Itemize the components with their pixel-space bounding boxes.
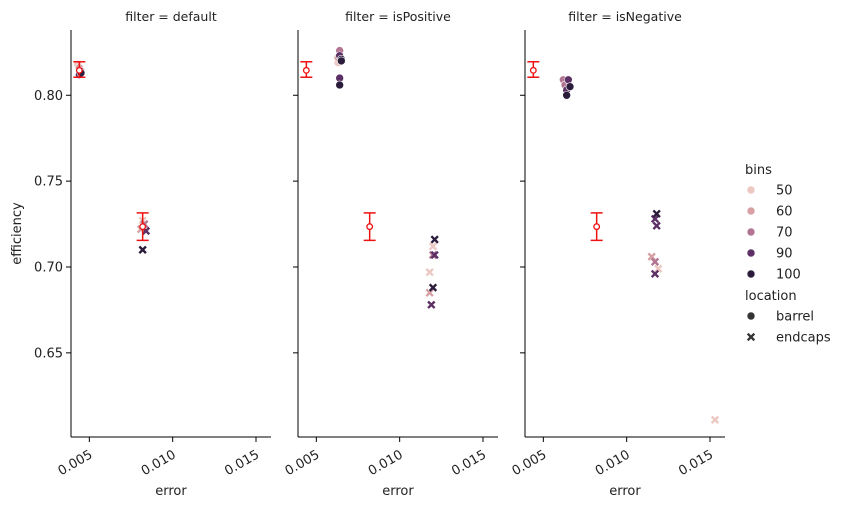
data-point-endcaps <box>425 288 434 297</box>
data-point-barrel <box>335 80 344 90</box>
x-axis-title: error <box>155 484 187 499</box>
x-tick-label: 0.015 <box>676 447 716 479</box>
y-tick-label: 0.65 <box>34 346 63 361</box>
x-tick-label: 0.010 <box>366 447 406 479</box>
legend-label: 70 <box>776 226 793 241</box>
x-axis-title: error <box>609 484 641 499</box>
data-point-endcaps <box>430 250 439 260</box>
data-point-endcaps <box>710 415 720 424</box>
reference-errorbar <box>590 212 603 242</box>
data-point-barrel <box>562 90 571 100</box>
x-tick-label: 0.005 <box>56 447 96 479</box>
legend-marker <box>746 248 756 258</box>
x-tick-label: 0.005 <box>510 447 550 479</box>
y-tick-label: 0.70 <box>34 260 63 275</box>
x-tick-label: 0.010 <box>139 447 179 479</box>
legend-marker <box>746 269 756 279</box>
errorbar-center-marker <box>529 66 537 74</box>
legend-item: 60 <box>746 205 793 220</box>
data-point-endcaps <box>650 214 660 224</box>
data-point-endcaps <box>428 283 438 292</box>
data-point-endcaps <box>650 257 660 266</box>
y-tick-label: 0.80 <box>34 89 63 104</box>
reference-errorbar <box>300 61 313 78</box>
data-point-endcaps <box>652 209 661 218</box>
y-tick-label: 0.75 <box>34 175 63 190</box>
errorbar-center-marker <box>139 223 147 231</box>
legend-item: endcaps <box>746 331 831 346</box>
legend-item: 70 <box>746 226 793 241</box>
panel-1: filter = default 0.65 0.70 0.75 0.80 0.005 0.0… <box>34 9 271 499</box>
legend-title-bins: bins <box>745 163 772 178</box>
panel-3: filter = isNegative 0.005 0.010 0.015 error <box>510 9 725 499</box>
reference-errorbar <box>527 61 540 78</box>
panel-title: filter = isNegative <box>568 9 682 24</box>
data-point-barrel <box>565 82 575 91</box>
data-point-barrel <box>337 56 346 66</box>
legend-marker <box>746 332 756 342</box>
data-point-endcaps <box>425 267 434 277</box>
x-axis-title: error <box>382 484 414 499</box>
y-axis-title: efficiency <box>10 202 25 265</box>
panel-2: filter = isPositive 0.005 0.010 0.015 error <box>283 9 498 499</box>
data-point-endcaps <box>652 221 661 230</box>
reference-errorbar <box>363 212 376 242</box>
panel-title: filter = isPositive <box>345 9 451 24</box>
legend: bins 50 60 70 90 100 location barrel endcaps <box>745 163 831 346</box>
legend-item: 50 <box>746 184 793 199</box>
legend-marker <box>746 227 756 237</box>
data-point-endcaps <box>647 252 656 261</box>
data-point-endcaps <box>428 242 438 251</box>
legend-label: 60 <box>776 205 793 220</box>
legend-item: 100 <box>746 268 801 283</box>
reference-errorbar <box>136 212 149 242</box>
legend-label: 100 <box>776 268 801 283</box>
legend-marker <box>746 311 756 321</box>
errorbar-center-marker <box>366 223 374 231</box>
x-tick-label: 0.015 <box>449 447 489 479</box>
x-tick-label: 0.005 <box>283 447 323 479</box>
legend-item: barrel <box>746 310 814 325</box>
legend-marker <box>746 206 756 216</box>
legend-label: 90 <box>776 247 793 262</box>
data-point-endcaps <box>650 269 660 279</box>
errorbar-center-marker <box>75 66 83 74</box>
legend-label: endcaps <box>776 331 831 346</box>
x-tick-label: 0.010 <box>593 447 633 479</box>
data-point-endcaps <box>654 264 663 273</box>
data-point-endcaps <box>138 245 147 254</box>
errorbar-center-marker <box>302 66 310 74</box>
legend-label: barrel <box>776 310 814 325</box>
data-point-endcaps <box>427 300 436 309</box>
legend-marker <box>746 185 756 195</box>
legend-label: 50 <box>776 184 793 199</box>
x-tick-label: 0.015 <box>222 447 262 479</box>
panel-title: filter = default <box>125 9 217 24</box>
data-point-endcaps <box>430 235 439 244</box>
errorbar-center-marker <box>593 223 601 231</box>
reference-errorbar <box>73 61 86 78</box>
legend-title-location: location <box>745 289 797 304</box>
legend-item: 90 <box>746 247 793 262</box>
